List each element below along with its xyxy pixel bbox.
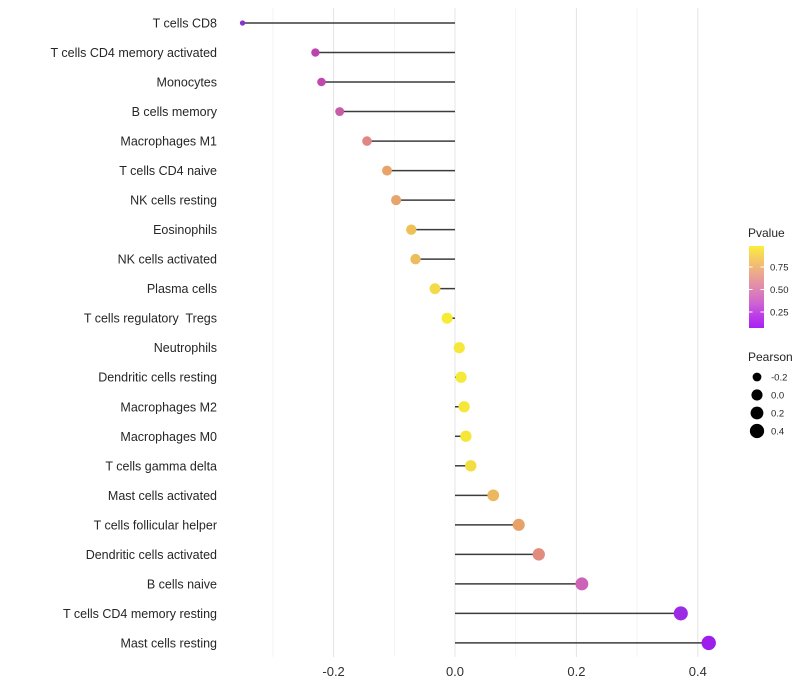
colorbar-tick-label: 0.25 (770, 308, 789, 319)
lollipop-dot (239, 20, 246, 26)
pearson-size-dot (751, 389, 763, 401)
x-axis-tick-label: 0.0 (446, 664, 464, 679)
lollipop-dot (382, 165, 392, 176)
category-label: T cells CD4 memory activated (51, 46, 218, 60)
category-label: Monocytes (157, 76, 217, 90)
category-label: Macrophages M2 (120, 400, 217, 414)
lollipop-dot (391, 195, 402, 206)
category-label: Mast cells activated (108, 489, 217, 503)
category-label: B cells naive (147, 577, 217, 591)
category-label: T cells CD4 naive (119, 164, 217, 178)
category-label: Mast cells resting (120, 636, 217, 650)
lollipop-dot (532, 548, 545, 561)
x-axis-tick-label: -0.2 (322, 664, 344, 679)
lollipop-dot (317, 77, 326, 87)
category-label: Macrophages M0 (120, 430, 217, 444)
lollipop-dot (460, 430, 472, 442)
category-label: B cells memory (132, 105, 218, 119)
pearson-legend-title: Pearson (748, 350, 793, 364)
lollipop-dot (441, 312, 453, 324)
pearson-size-dot (749, 423, 765, 439)
lollipop-dot (487, 489, 500, 502)
pvalue-legend-title: Pvalue (748, 226, 785, 240)
colorbar-tick-label: 0.50 (770, 285, 789, 296)
pearson-size-dot (750, 406, 764, 420)
x-axis-tick-label: 0.2 (567, 664, 585, 679)
pearson-size-label: 0.0 (771, 391, 784, 402)
x-axis-tick-label: 0.4 (689, 664, 707, 679)
category-label: Dendritic cells activated (86, 548, 217, 562)
category-label: T cells follicular helper (94, 518, 217, 532)
pvalue-colorbar (749, 246, 764, 328)
lollipop-dot (512, 518, 525, 531)
category-label: Eosinophils (153, 223, 217, 237)
lollipop-dot (701, 635, 716, 651)
category-label: Neutrophils (154, 341, 217, 355)
category-label: Dendritic cells resting (98, 371, 217, 385)
lollipop-dot (335, 107, 345, 117)
lollipop-dot (458, 401, 470, 413)
lollipop-dot (406, 224, 417, 235)
category-label: T cells regulatory Tregs (84, 312, 217, 326)
lollipop-dot (429, 283, 441, 295)
category-label: T cells CD8 (153, 17, 217, 31)
colorbar-tick-label: 0.75 (770, 263, 789, 274)
category-label: NK cells resting (130, 194, 217, 208)
category-label: Macrophages M1 (120, 135, 217, 149)
lollipop-dot (410, 253, 421, 265)
lollipop-dot (575, 577, 589, 591)
lollipop-dot (673, 606, 688, 621)
category-label: NK cells activated (118, 253, 217, 267)
lollipop-dot (453, 342, 465, 354)
lollipop-dot (311, 48, 320, 57)
category-label: T cells gamma delta (105, 459, 217, 473)
pearson-size-dot (752, 372, 762, 382)
lollipop-dot (465, 460, 477, 472)
pearson-size-label: 0.2 (771, 409, 784, 420)
pearson-size-label: -0.2 (771, 373, 787, 384)
category-label: T cells CD4 memory resting (63, 607, 217, 621)
lollipop-dot (455, 371, 467, 383)
category-label: Plasma cells (147, 282, 217, 296)
pearson-size-label: 0.4 (771, 427, 784, 438)
lollipop-dot (362, 136, 372, 146)
